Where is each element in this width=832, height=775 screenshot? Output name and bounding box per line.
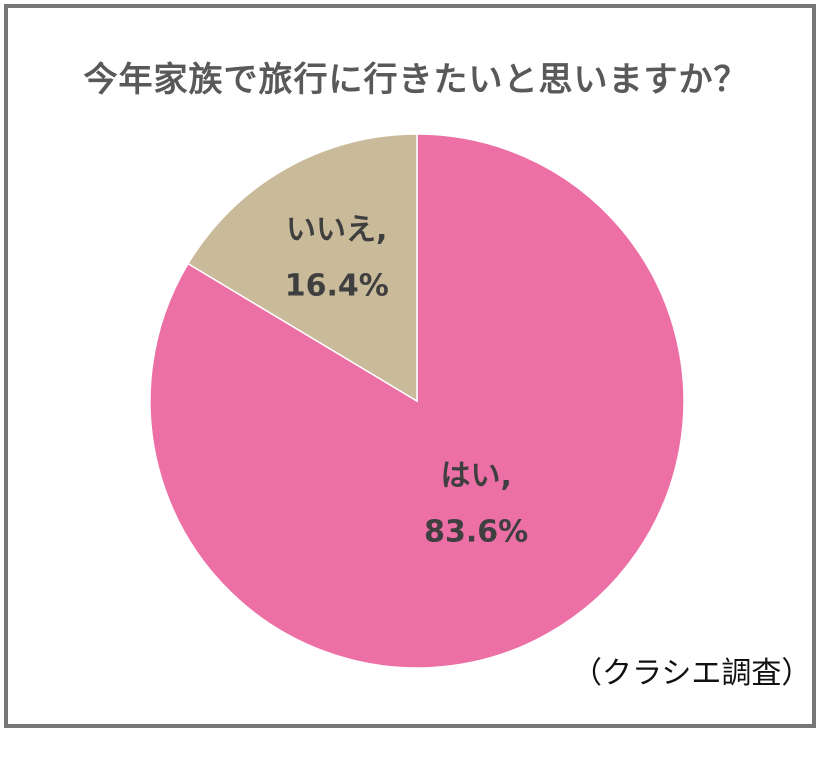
slice-label-1: いいえ,	[286, 212, 387, 247]
slice-value-label-1: 16.4%	[285, 268, 389, 303]
chart-title: 今年家族で旅行に行きたいと思いますか？	[83, 60, 749, 100]
pie-slice-1	[187, 133, 418, 403]
slice-value-label-0: 83.6%	[424, 515, 528, 550]
slice-label-0: はい,	[440, 459, 511, 494]
source-note: （クラシエ調査）	[572, 656, 812, 691]
